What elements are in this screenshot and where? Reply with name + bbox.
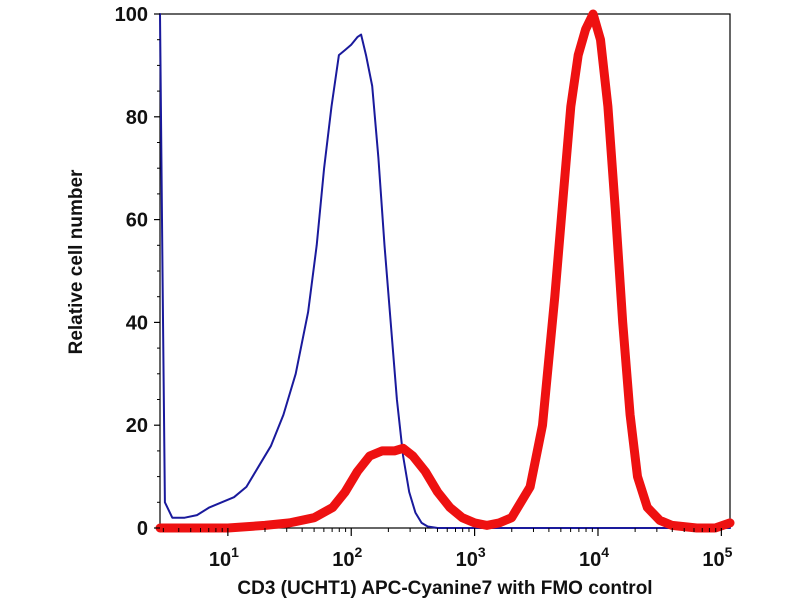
y-tick-label: 40 <box>126 312 148 334</box>
fmo-control-line <box>159 13 731 529</box>
x-tick-exponent: 2 <box>354 544 362 560</box>
x-tick-exponent: 3 <box>478 544 486 560</box>
x-tick-exponent: 1 <box>231 544 239 560</box>
x-tick-label: 104 <box>579 544 609 571</box>
x-tick-base: 10 <box>456 549 478 571</box>
y-tick-label: 60 <box>126 210 148 232</box>
x-tick-label: 101 <box>209 544 239 571</box>
x-tick-base: 10 <box>579 549 601 571</box>
x-tick-label: 102 <box>332 544 362 571</box>
x-tick-label: 105 <box>702 544 732 571</box>
y-tick-label: 0 <box>137 518 148 540</box>
y-axis-title: Relative cell number <box>66 169 87 354</box>
x-axis: 101 102 103 104 105 <box>162 528 733 571</box>
cd3-stained-line <box>155 9 735 533</box>
x-axis-title: CD3 (UCHT1) APC-Cyanine7 with FMO contro… <box>237 578 652 599</box>
y-axis: 0 20 40 60 80 100 <box>115 4 160 540</box>
plot-frame <box>159 13 731 529</box>
x-tick-base: 10 <box>702 549 724 571</box>
x-tick-exponent: 5 <box>725 544 733 560</box>
x-tick-base: 10 <box>209 549 231 571</box>
plot-border <box>159 13 731 529</box>
y-tick-label: 100 <box>115 4 148 26</box>
y-tick-label: 80 <box>126 107 148 129</box>
x-tick-base: 10 <box>332 549 354 571</box>
x-tick-exponent: 4 <box>601 544 609 560</box>
series-layer <box>155 9 735 533</box>
x-tick-label: 103 <box>456 544 486 571</box>
y-tick-label: 20 <box>126 415 148 437</box>
